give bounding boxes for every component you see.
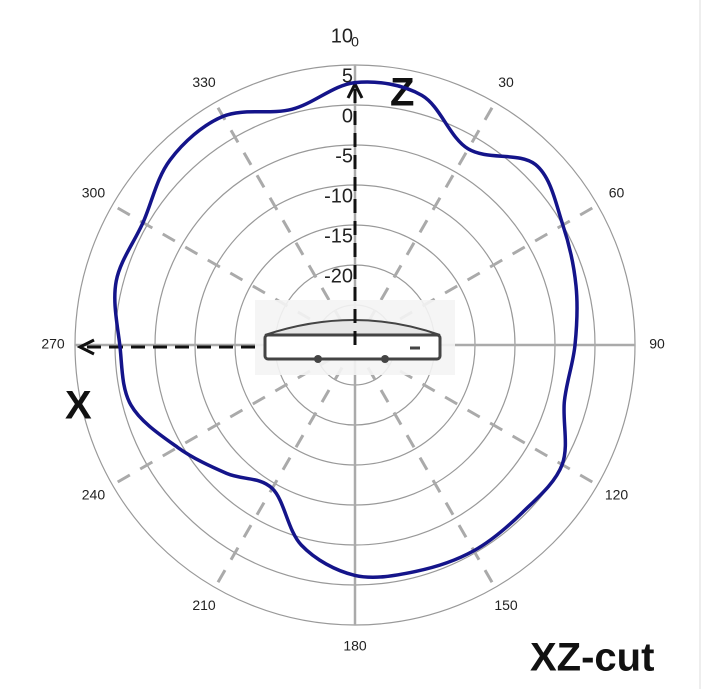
chart-title: XZ-cut bbox=[530, 636, 654, 680]
axis-label: Z bbox=[390, 71, 414, 115]
axis-label: X bbox=[65, 384, 92, 428]
theta-tick-label: 300 bbox=[82, 185, 106, 201]
theta-tick-label: 270 bbox=[41, 336, 65, 352]
theta-tick-label: 180 bbox=[343, 638, 367, 654]
r-tick-label: 0 bbox=[342, 105, 353, 127]
theta-tick-label: 30 bbox=[498, 74, 514, 90]
theta-tick-label: 120 bbox=[605, 487, 629, 503]
r-tick-label: 10 bbox=[331, 25, 353, 47]
theta-tick-label: 0 bbox=[351, 34, 359, 50]
spoke bbox=[215, 345, 355, 587]
chart: -20-15-10-505100306090120150180210240270… bbox=[0, 0, 710, 689]
theta-tick-label: 60 bbox=[609, 185, 625, 201]
theta-tick-label: 210 bbox=[192, 597, 216, 613]
theta-tick-label: 90 bbox=[649, 336, 665, 352]
r-tick-label: -5 bbox=[335, 145, 353, 167]
theta-tick-label: 150 bbox=[494, 597, 518, 613]
theta-tick-label: 240 bbox=[82, 487, 106, 503]
r-tick-label: -10 bbox=[324, 185, 353, 207]
r-tick-label: -20 bbox=[324, 265, 353, 287]
theta-tick-label: 330 bbox=[192, 74, 216, 90]
